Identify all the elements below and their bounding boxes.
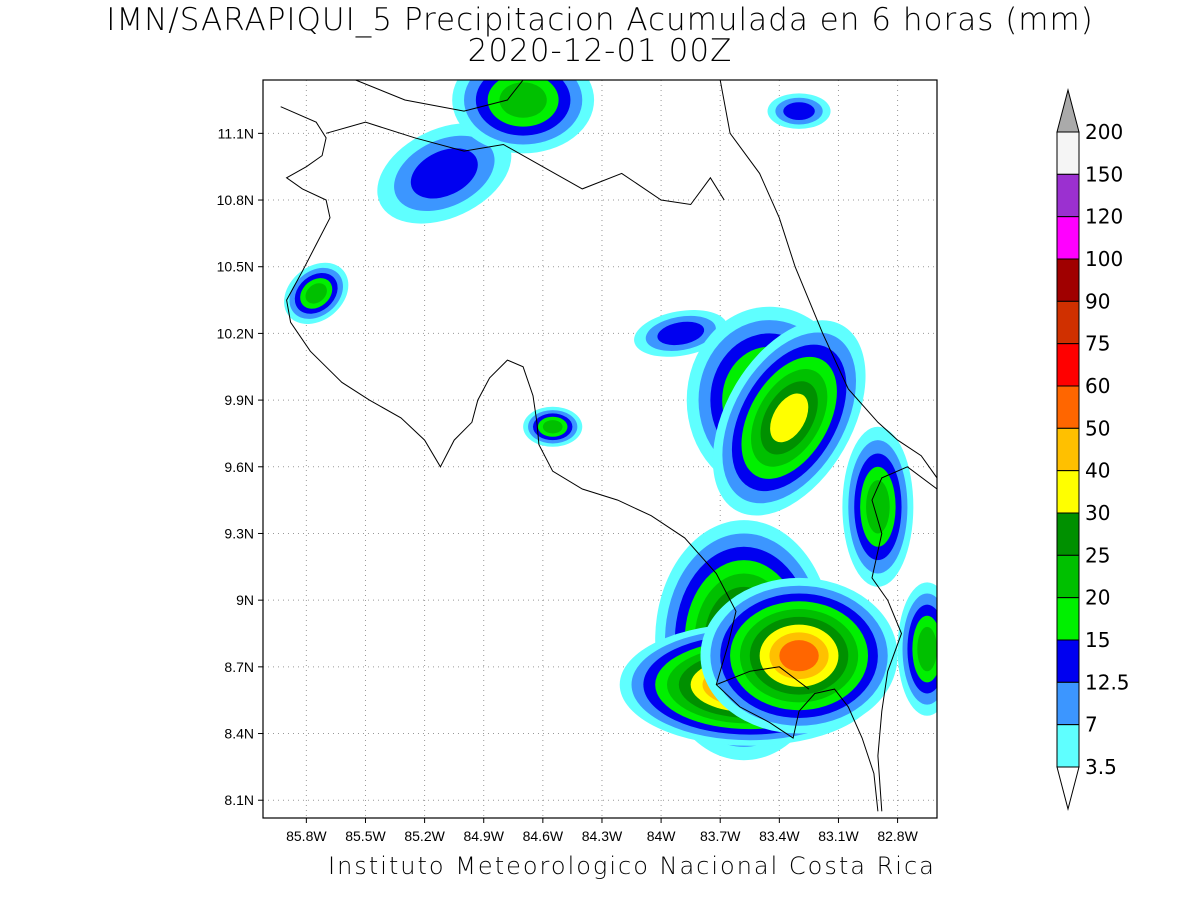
- lat-tick-label: 8.7N: [224, 659, 254, 675]
- map-valid-time: 2020-12-01 00Z: [467, 33, 733, 69]
- rain-contour: [917, 626, 937, 672]
- lat-tick-label: 10.5N: [217, 259, 254, 275]
- colorbar-label: 30: [1085, 501, 1110, 525]
- colorbar-segment: [1056, 681, 1080, 726]
- rain-cell: [284, 262, 349, 325]
- rain-cell: [712, 320, 866, 516]
- rain-cell: [452, 80, 595, 154]
- rain-cell: [700, 577, 898, 734]
- nicaragua-border: [325, 121, 725, 206]
- colorbar-label: 60: [1085, 374, 1110, 398]
- colorbar-label: 200: [1085, 120, 1123, 144]
- lon-tick-label: 83.1W: [818, 828, 859, 844]
- rain-contour: [779, 640, 819, 672]
- rain-cell: [767, 93, 831, 129]
- rain-contour: [542, 420, 563, 434]
- lon-tick-label: 84.6W: [523, 828, 564, 844]
- pacific-coastline: [280, 106, 879, 812]
- rain-cell: [523, 406, 583, 447]
- rain-cell: [897, 582, 937, 716]
- rain-contour: [783, 102, 815, 121]
- rain-contour: [305, 283, 327, 304]
- colorbar-segment: [1056, 470, 1080, 514]
- lon-tick-label: 84.9W: [463, 828, 504, 844]
- rain-contour: [770, 393, 809, 443]
- lat-tick-label: 9.6N: [224, 459, 254, 475]
- colorbar-over-arrow: [1056, 88, 1080, 133]
- rain-cell: [377, 123, 512, 224]
- map-title: IMN/SARAPIQUI_5 Precipitacion Acumulada …: [106, 2, 1094, 38]
- lat-tick-label: 9N: [236, 592, 254, 608]
- colorbar-label: 20: [1085, 586, 1110, 610]
- colorbar-label: 7: [1085, 713, 1098, 737]
- colorbar-label: 120: [1085, 205, 1123, 229]
- lat-tick-label: 10.8N: [217, 192, 254, 208]
- colorbar-segment: [1056, 385, 1080, 429]
- lon-tick-label: 85.2W: [404, 828, 445, 844]
- lon-tick-label: 82.8W: [877, 828, 918, 844]
- colorbar: 200 150 120 100 90 75 60 50 40 30 25 20 15 12.5 7 3.5: [1056, 88, 1130, 811]
- golfo-dulce-coast: [716, 666, 810, 690]
- colorbar-under-arrow: [1056, 766, 1080, 811]
- lat-tick-label: 10.2N: [217, 325, 254, 341]
- colorbar-label: 15: [1085, 628, 1110, 652]
- lon-tick-label: 85.5W: [345, 828, 386, 844]
- colorbar-label: 100: [1085, 247, 1123, 271]
- colorbar-segment: [1056, 639, 1080, 683]
- colorbar-segment: [1056, 427, 1080, 472]
- colorbar-segment: [1056, 597, 1080, 641]
- colorbar-segment: [1056, 300, 1080, 345]
- colorbar-label: 3.5: [1085, 755, 1117, 779]
- colorbar-segment: [1056, 173, 1080, 218]
- colorbar-label: 40: [1085, 459, 1110, 483]
- lat-tick-label: 9.3N: [224, 525, 254, 541]
- rain-contour: [657, 321, 705, 346]
- lake-nicaragua-shore: [355, 80, 524, 112]
- rain-cell: [842, 426, 914, 587]
- lon-tick-label: 84.3W: [582, 828, 623, 844]
- map-frame: [262, 79, 938, 819]
- lon-tick-label: 83.7W: [700, 828, 741, 844]
- latitude-axis: 8.1N 8.4N 8.7N 9N 9.3N 9.6N 9.9N 10.2N 10.5N 10.8…: [217, 125, 263, 808]
- longitude-axis: 85.8W 85.5W 85.2W 84.9W 84.6W 84.3W 84W 83.7W 83…: [286, 818, 919, 844]
- lat-tick-label: 9.9N: [224, 392, 254, 408]
- colorbar-segment: [1056, 554, 1080, 599]
- colorbar-segment: [1056, 216, 1080, 260]
- colorbar-segment: [1056, 724, 1080, 768]
- precipitation-field: [284, 80, 937, 761]
- colorbar-label: 90: [1085, 289, 1110, 313]
- lon-tick-label: 85.8W: [286, 828, 327, 844]
- panama-border: [871, 466, 937, 812]
- lon-tick-label: 83.4W: [759, 828, 800, 844]
- colorbar-segment: [1056, 512, 1080, 556]
- colorbar-label: 75: [1085, 332, 1110, 356]
- colorbar-label: 25: [1085, 543, 1110, 567]
- rain-contour: [499, 82, 547, 118]
- rain-contour: [410, 148, 478, 199]
- colorbar-label: 150: [1085, 162, 1123, 186]
- coastlines-and-borders: [280, 80, 937, 812]
- lat-tick-label: 8.4N: [224, 726, 254, 742]
- lat-tick-label: 11.1N: [218, 125, 254, 141]
- colorbar-label: 50: [1085, 416, 1110, 440]
- colorbar-segment: [1056, 131, 1080, 175]
- rain-cell: [634, 310, 728, 357]
- colorbar-label: 12.5: [1085, 670, 1130, 694]
- caribbean-coastline: [719, 80, 937, 479]
- colorbar-segment: [1056, 343, 1080, 387]
- colorbar-segment: [1056, 258, 1080, 302]
- lon-tick-label: 84W: [647, 828, 677, 844]
- footer-credit: Instituto Meteorologico Nacional Costa R…: [328, 852, 936, 880]
- rain-contour: [866, 480, 890, 534]
- lat-tick-label: 8.1N: [224, 792, 254, 808]
